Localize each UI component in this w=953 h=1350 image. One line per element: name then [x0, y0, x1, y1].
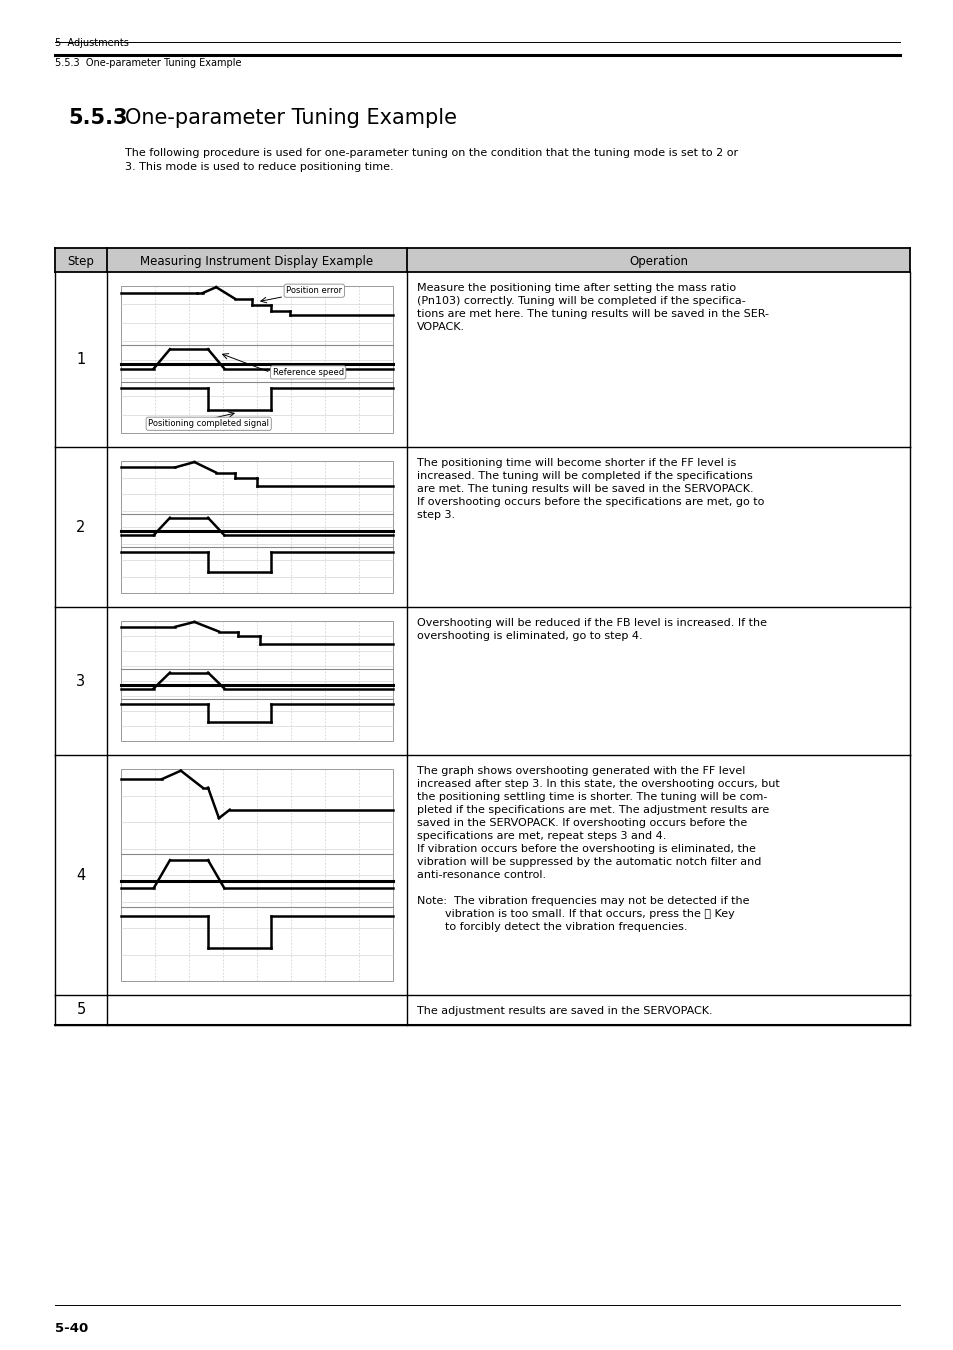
Text: Overshooting will be reduced if the FB level is increased. If the: Overshooting will be reduced if the FB l…	[416, 618, 766, 628]
Text: are met. The tuning results will be saved in the SERVOPACK.: are met. The tuning results will be save…	[416, 485, 753, 494]
Bar	[121, 621, 393, 741]
Text: step 3.: step 3.	[416, 510, 455, 520]
Text: Step: Step	[68, 255, 94, 267]
Text: VOPACK.: VOPACK.	[416, 323, 465, 332]
Text: 5.5.3  One-parameter Tuning Example: 5.5.3 One-parameter Tuning Example	[55, 58, 241, 68]
Text: 5-40: 5-40	[55, 1322, 89, 1335]
Text: One-parameter Tuning Example: One-parameter Tuning Example	[125, 108, 456, 128]
Bar	[121, 769, 393, 981]
Bar	[121, 460, 393, 593]
Text: The adjustment results are saved in the SERVOPACK.: The adjustment results are saved in the …	[416, 1006, 712, 1017]
Text: overshooting is eliminated, go to step 4.: overshooting is eliminated, go to step 4…	[416, 630, 642, 641]
Bar	[55, 248, 909, 271]
Text: the positioning settling time is shorter. The tuning will be com-: the positioning settling time is shorter…	[416, 792, 766, 802]
Text: 5.5.3: 5.5.3	[68, 108, 128, 128]
Text: (Pn103) correctly. Tuning will be completed if the specifica-: (Pn103) correctly. Tuning will be comple…	[416, 296, 745, 306]
Text: 5: 5	[76, 1003, 86, 1018]
Text: Measuring Instrument Display Example: Measuring Instrument Display Example	[140, 255, 374, 267]
Text: If overshooting occurs before the specifications are met, go to: If overshooting occurs before the specif…	[416, 497, 763, 508]
Text: The following procedure is used for one-parameter tuning on the condition that t: The following procedure is used for one-…	[125, 148, 738, 158]
Text: 3: 3	[76, 674, 86, 688]
Text: specifications are met, repeat steps 3 and 4.: specifications are met, repeat steps 3 a…	[416, 832, 666, 841]
Text: saved in the SERVOPACK. If overshooting occurs before the: saved in the SERVOPACK. If overshooting …	[416, 818, 746, 828]
Text: Positioning completed signal: Positioning completed signal	[148, 420, 269, 428]
Text: increased after step 3. In this state, the overshooting occurs, but: increased after step 3. In this state, t…	[416, 779, 779, 788]
Text: 3. This mode is used to reduce positioning time.: 3. This mode is used to reduce positioni…	[125, 162, 394, 171]
Text: vibration is too small. If that occurs, press the ⓢ Key: vibration is too small. If that occurs, …	[444, 909, 734, 919]
Text: Operation: Operation	[628, 255, 687, 267]
Text: Reference speed: Reference speed	[273, 367, 343, 377]
Text: pleted if the specifications are met. The adjustment results are: pleted if the specifications are met. Th…	[416, 805, 768, 815]
Bar	[121, 286, 393, 433]
Text: vibration will be suppressed by the automatic notch filter and: vibration will be suppressed by the auto…	[416, 857, 760, 867]
Text: Note:  The vibration frequencies may not be detected if the: Note: The vibration frequencies may not …	[416, 896, 749, 906]
Text: Measure the positioning time after setting the mass ratio: Measure the positioning time after setti…	[416, 284, 736, 293]
Text: tions are met here. The tuning results will be saved in the SER-: tions are met here. The tuning results w…	[416, 309, 768, 319]
Text: 1: 1	[76, 352, 86, 367]
Text: The graph shows overshooting generated with the FF level: The graph shows overshooting generated w…	[416, 765, 744, 776]
Text: If vibration occurs before the overshooting is eliminated, the: If vibration occurs before the overshoot…	[416, 844, 755, 855]
Text: anti-resonance control.: anti-resonance control.	[416, 869, 545, 880]
Text: 4: 4	[76, 868, 86, 883]
Text: increased. The tuning will be completed if the specifications: increased. The tuning will be completed …	[416, 471, 752, 481]
Text: The positioning time will become shorter if the FF level is: The positioning time will become shorter…	[416, 458, 736, 468]
Text: 5  Adjustments: 5 Adjustments	[55, 38, 129, 49]
Text: to forcibly detect the vibration frequencies.: to forcibly detect the vibration frequen…	[444, 922, 687, 931]
Text: 2: 2	[76, 520, 86, 535]
Text: Position error: Position error	[286, 286, 342, 296]
